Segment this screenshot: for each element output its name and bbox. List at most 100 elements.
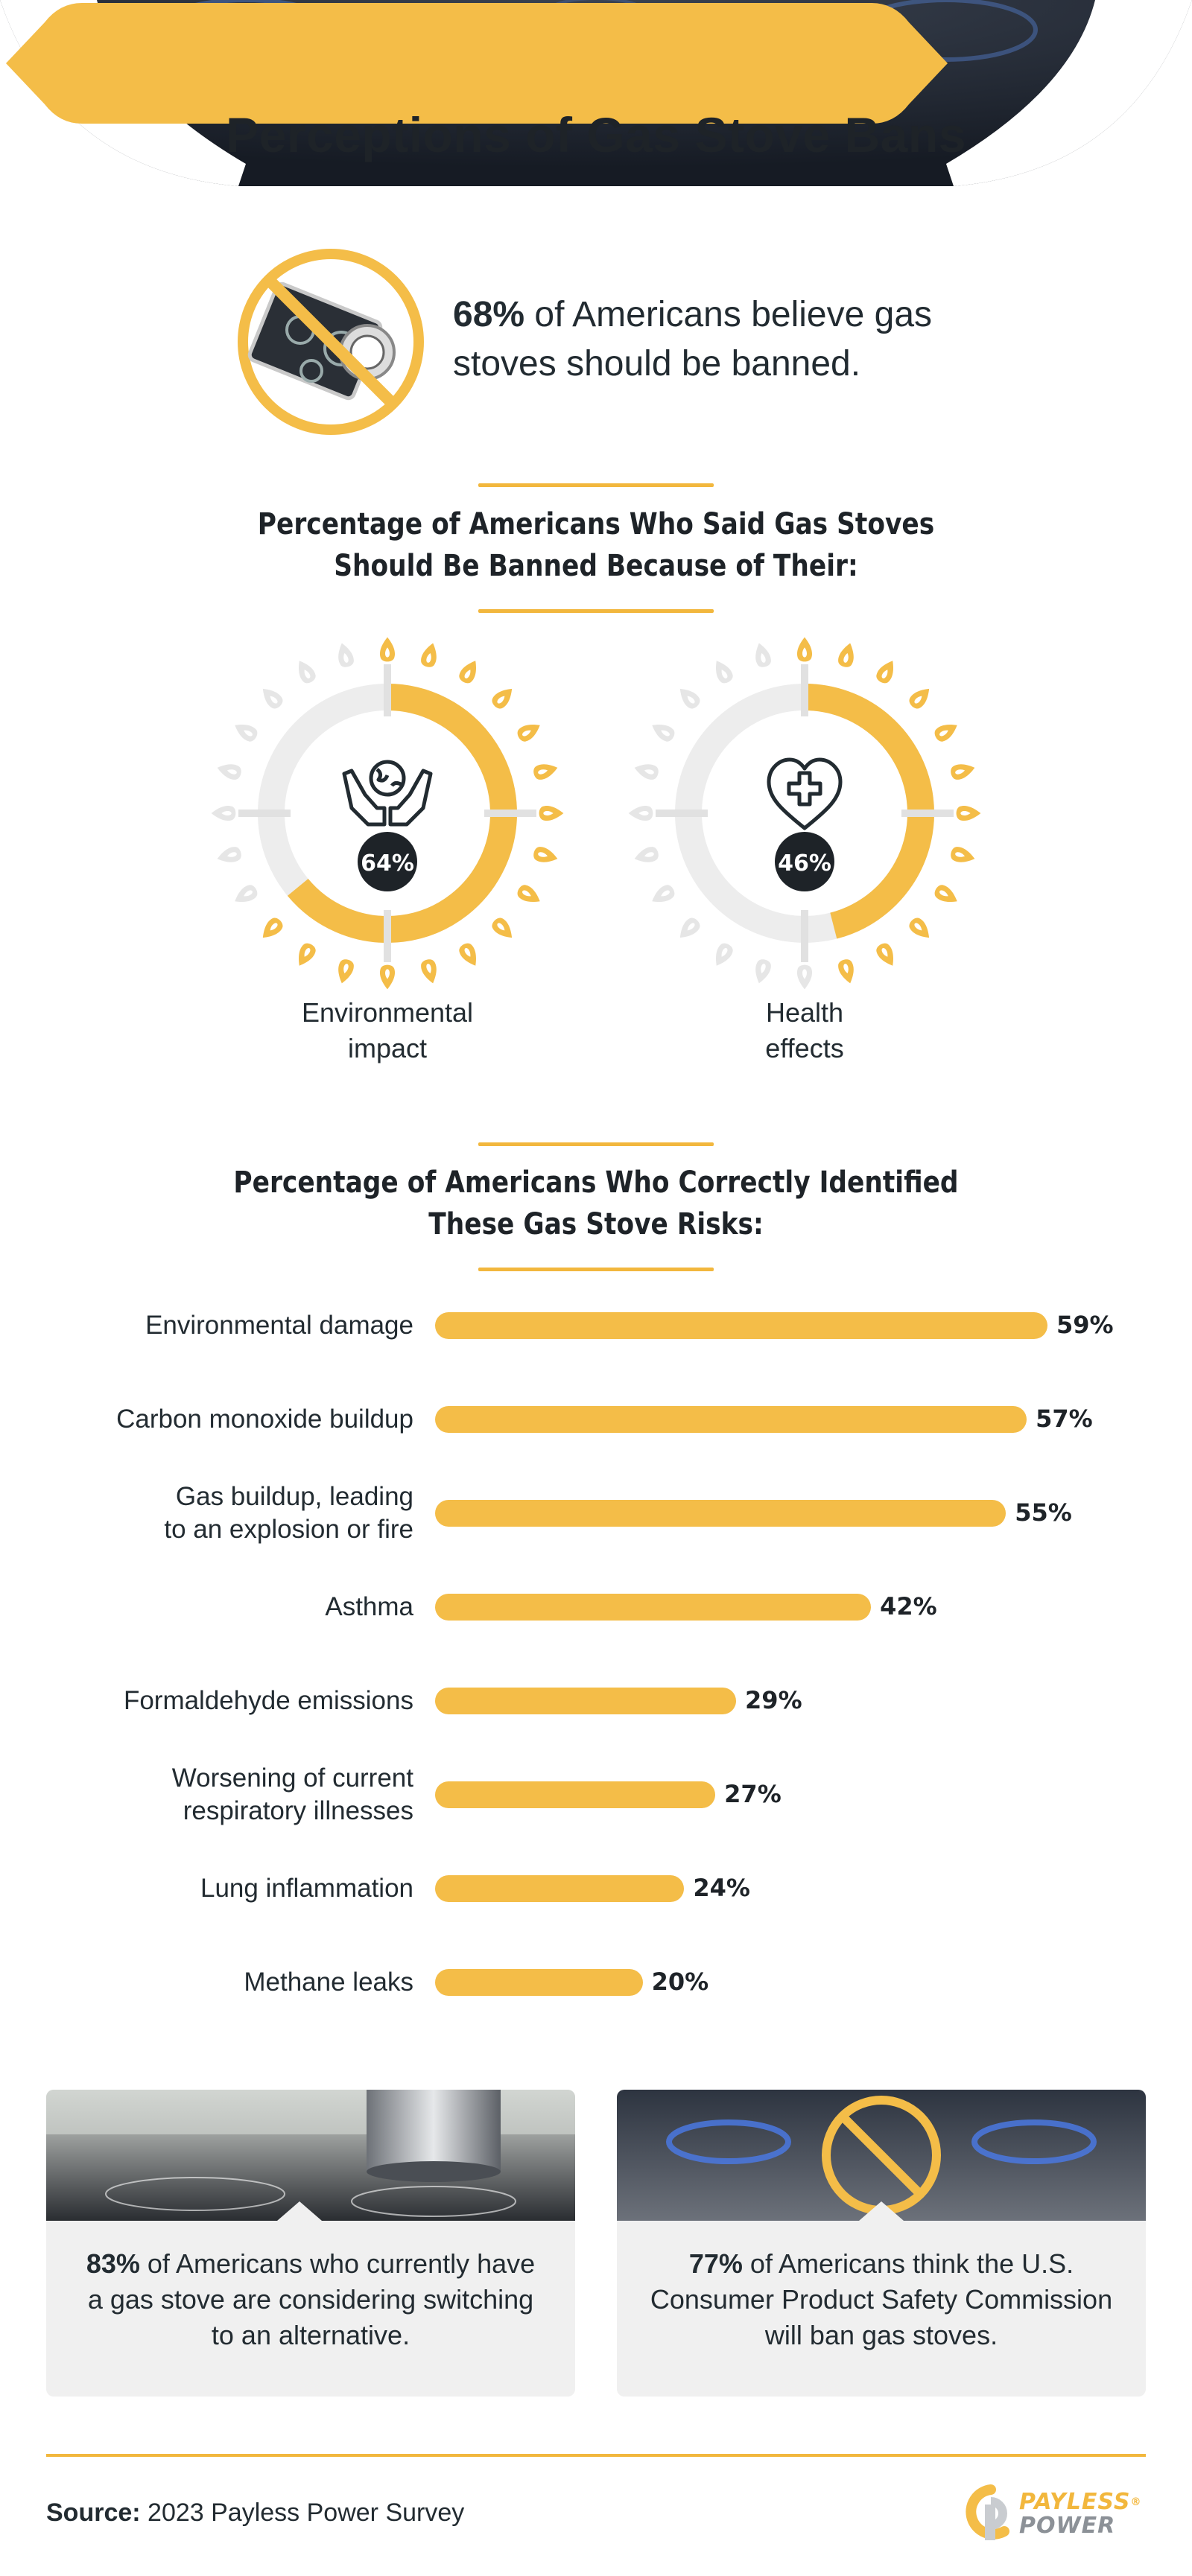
- intro-description: of Americans believe gas stoves should b…: [453, 295, 933, 384]
- bar-mark: [435, 1594, 872, 1621]
- flame-mark: [338, 643, 354, 667]
- donut-health-caption: Health effects: [656, 995, 954, 1066]
- logo-mark-icon: [966, 2484, 1009, 2540]
- flame-mark: [909, 917, 930, 938]
- bar-value-label: 20%: [651, 1968, 709, 1996]
- flame-mark: [459, 943, 476, 966]
- bar-category-label: Carbon monoxide buildup: [116, 1405, 413, 1434]
- section1-bottom-divider: [478, 609, 714, 613]
- section2-bottom-divider: [478, 1268, 714, 1271]
- donut-percent-label: 46%: [778, 850, 831, 877]
- flames-ring: [628, 637, 981, 990]
- earth-in-hands-icon: [342, 760, 433, 827]
- flame-mark: [539, 805, 564, 821]
- section1-top-divider: [478, 483, 714, 487]
- card-description: of Americans think the U.S. Consumer Pro…: [650, 2248, 1113, 2350]
- bar-row: Worsening of current respiratory illnesse…: [0, 1764, 1192, 1825]
- flames-ring: [211, 637, 564, 990]
- caption-line-2: effects: [765, 1033, 844, 1063]
- flame-mark: [517, 885, 540, 902]
- flame-mark: [517, 725, 540, 742]
- flame-mark: [951, 847, 975, 862]
- donut-percent-label: 64%: [361, 850, 414, 877]
- bar-mark: [435, 1406, 1027, 1433]
- section1-title: Percentage of Americans Who Said Gas Sto…: [257, 507, 935, 583]
- flame-mark: [716, 943, 733, 966]
- card-percent: 77%: [688, 2248, 743, 2279]
- source-label: Source:: [46, 2499, 141, 2527]
- flame-mark: [379, 637, 396, 662]
- bar-row: Carbon monoxide buildup 57%: [0, 1390, 1192, 1449]
- gas-burners-photo: [617, 2090, 1146, 2221]
- card-ban-text: 77% of Americans think the U.S. Consumer…: [647, 2246, 1116, 2353]
- flame-mark: [492, 917, 513, 938]
- flame-mark: [652, 885, 675, 902]
- bar-category-label: Asthma: [325, 1592, 413, 1621]
- flame-mark: [876, 943, 893, 966]
- intro-percent: 68%: [453, 295, 525, 334]
- payless-power-logo[interactable]: PAYLESS® POWER: [961, 2484, 1147, 2543]
- flame-mark: [628, 805, 653, 821]
- flame-mark: [211, 805, 236, 821]
- bar-mark: [435, 1500, 1006, 1527]
- header-background: [0, 0, 1192, 201]
- bar-category-label: Environmental damage: [145, 1311, 413, 1340]
- flame-mark: [909, 688, 930, 709]
- page-title: Perceptions of Gas Stove Bans: [226, 107, 966, 162]
- bar-value-label: 24%: [693, 1874, 750, 1902]
- bar-category-label: Methane leaks: [244, 1968, 413, 1997]
- flame-mark: [299, 661, 316, 684]
- flame-mark: [679, 917, 700, 938]
- bar-value-label: 57%: [1036, 1405, 1093, 1433]
- flame-mark: [338, 959, 354, 984]
- bar-row: Asthma 42%: [0, 1577, 1192, 1637]
- flame-mark: [421, 643, 437, 667]
- card-percent: 83%: [86, 2248, 140, 2279]
- bar-mark: [435, 1781, 716, 1808]
- bar-value-label: 55%: [1015, 1498, 1072, 1527]
- flame-mark: [755, 643, 771, 667]
- card-switching: 83% of Americans who currently have a ga…: [46, 2090, 575, 2397]
- section2-top-divider: [478, 1142, 714, 1146]
- donut-health: 46%: [618, 627, 991, 999]
- donut-badge: [775, 832, 834, 891]
- donut-cross-ticks: [656, 664, 954, 962]
- bar-value-label: 27%: [724, 1780, 782, 1808]
- bar-mark: [435, 1969, 643, 1996]
- bar-mark: [435, 1312, 1047, 1339]
- flame-mark: [533, 764, 558, 780]
- bar-row: Methane leaks 20%: [0, 1953, 1192, 2012]
- donut-health-chart: 46%: [628, 637, 981, 990]
- banned-stove-icon: [237, 248, 425, 436]
- intro-statement: 68% of Americans believe gas stoves shou…: [453, 290, 1019, 389]
- flame-mark: [379, 964, 396, 990]
- flame-mark: [421, 959, 437, 984]
- flame-mark: [838, 643, 854, 667]
- logo-word-2: POWER: [1019, 2513, 1116, 2539]
- bar-mark: [435, 1875, 685, 1902]
- flame-mark: [876, 661, 893, 684]
- heart-cross-icon: [767, 757, 843, 830]
- flame-mark: [634, 764, 659, 780]
- bar-value-label: 29%: [745, 1686, 802, 1714]
- section2-title: Percentage of Americans Who Correctly Id…: [233, 1165, 959, 1241]
- flame-mark: [634, 847, 659, 862]
- footer-divider: [46, 2454, 1146, 2457]
- flame-mark: [652, 725, 675, 742]
- flame-mark: [796, 637, 813, 662]
- bar-category-label: Worsening of current respiratory illnesse…: [171, 1764, 413, 1825]
- flame-mark: [492, 688, 513, 709]
- flame-mark: [217, 847, 241, 862]
- donut-environmental-chart: 64%: [211, 637, 564, 990]
- source-text: 2023 Payless Power Survey: [140, 2499, 465, 2527]
- flame-mark: [262, 917, 283, 938]
- donut-value-arc: [287, 684, 517, 943]
- flame-mark: [934, 885, 957, 902]
- bar-value-label: 42%: [880, 1592, 937, 1621]
- flame-mark: [716, 661, 733, 684]
- donut-value-arc: [804, 684, 934, 939]
- flame-mark: [299, 943, 316, 966]
- donut-badge: [358, 832, 417, 891]
- caption-line-1: Health: [765, 997, 844, 1028]
- bar-category-label: Lung inflammation: [200, 1874, 413, 1903]
